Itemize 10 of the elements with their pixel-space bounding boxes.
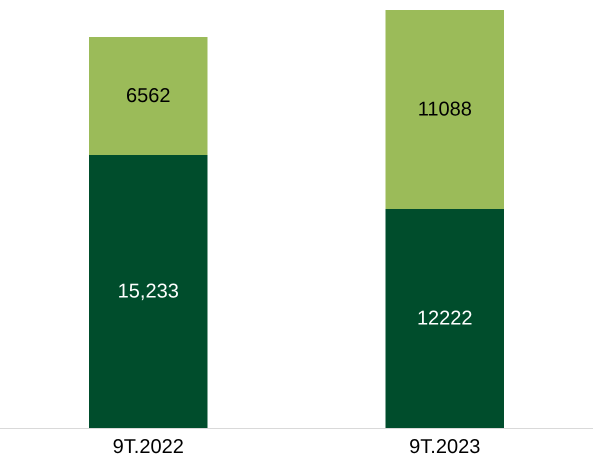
x-tick-label: 9T.2022 xyxy=(112,436,184,458)
x-tick-label: 9T.2023 xyxy=(409,436,480,458)
bar xyxy=(88,154,208,428)
bar xyxy=(88,37,208,155)
bar xyxy=(385,208,504,428)
data-label: 15,233 xyxy=(118,280,179,302)
bar xyxy=(385,10,504,209)
data-label: 12222 xyxy=(416,307,473,330)
data-label: 11088 xyxy=(418,98,472,120)
data-label: 6562 xyxy=(126,85,170,108)
